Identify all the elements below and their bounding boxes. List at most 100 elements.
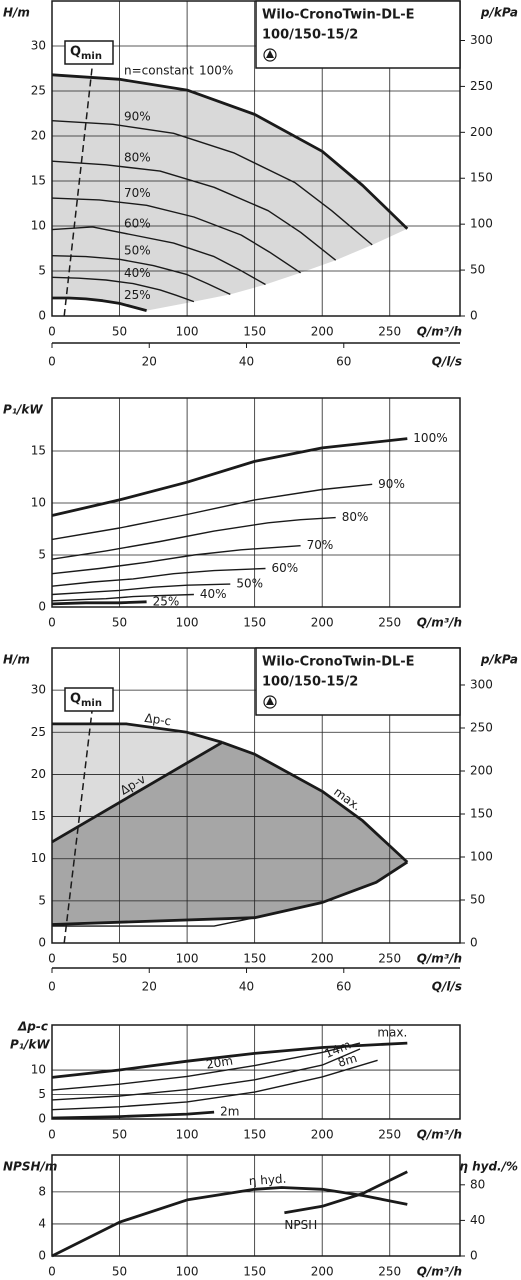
x-tick-label: 50 [112,952,127,966]
curve [51,226,266,286]
curve-label: NPSH [284,1218,317,1232]
plot-frame [51,1024,461,1120]
curve [52,296,147,312]
x-axis-label: Q/m³/h [417,1128,462,1142]
x-tick-label: 150 [243,1265,266,1279]
y-tick-label: 0 [38,309,46,323]
y-tick-label: 10 [31,496,46,510]
curve [51,567,266,587]
qmin-box [64,687,114,712]
curve [51,741,223,844]
curve-label: 40% [200,587,227,601]
curve-label: 100% [413,431,447,445]
plot-background [52,398,460,607]
qmin-label: Q [70,692,81,707]
x-tick-label: 100 [176,325,199,339]
curve-label: 80% [342,510,369,524]
y-tick-label: 8 [38,1184,46,1198]
curve-label: 70% [124,186,151,200]
y2-tick-label: 50 [470,892,485,906]
x-tick-label: 150 [243,325,266,339]
curve [221,741,409,864]
y-tick-label: 5 [38,548,46,562]
curve-label: 25% [124,288,151,302]
x-axis-label: Q/m³/h [417,1265,462,1279]
x-tick-label: 200 [311,616,334,630]
x-tick-label: 0 [48,325,56,339]
title-box [255,647,461,716]
dp-c-range [52,723,223,842]
x2-tick-label: 60 [336,355,351,369]
curve [51,73,409,230]
x-tick-label: 50 [112,1128,127,1142]
x-tick-label: 100 [176,1128,199,1142]
y-tick-label: 0 [38,600,46,614]
y2-tick-label: 250 [470,79,493,93]
curve-label: 20m [205,1054,234,1072]
curve [51,516,336,560]
x-tick-label: 0 [48,1265,56,1279]
curve [51,600,147,606]
curve [51,1042,361,1091]
x-tick-label: 50 [112,325,127,339]
qmin-line [63,63,94,317]
plot-background [52,1155,460,1256]
x-tick-label: 150 [243,952,266,966]
x-tick-label: 100 [176,616,199,630]
y-tick-label: 30 [31,39,46,53]
curve-label: 60% [271,561,298,575]
y-tick-label: 4 [38,1216,46,1230]
chart-subtitle: 100/150-15/2 [262,675,358,690]
y-tick-label: 0 [38,936,46,950]
curve [51,483,373,541]
curve [51,276,195,303]
y2-tick-label: 300 [470,33,493,47]
x-tick-label: 100 [176,952,199,966]
curve [284,1170,408,1215]
curve-label: 8m [336,1051,359,1070]
curve-label: 50% [124,244,151,258]
x2-tick-label: 0 [48,355,56,369]
y2-tick-label: 300 [470,677,493,691]
x2-tick-label: 40 [239,355,254,369]
y-axis-label: Δp-c [17,1020,48,1034]
y-tick-label: 20 [31,129,46,143]
y2-axis-label: p/kPa [480,6,518,20]
y-tick-label: 5 [38,1087,46,1101]
curve-label: 90% [378,477,405,491]
x-tick-label: 250 [378,616,401,630]
curve-label: η hyd. [248,1172,286,1188]
pump-icon-arrow [266,697,274,705]
y-tick-label: 0 [38,1112,46,1126]
x-tick-label: 250 [378,1265,401,1279]
y2-axis-label: η hyd./% [459,1160,518,1174]
y2-tick-label: 100 [470,217,493,231]
x-axis-label: Q/m³/h [417,616,462,630]
title-box [255,0,461,69]
x-axis-label: Q/m³/h [417,952,462,966]
x-tick-label: 200 [311,1265,334,1279]
curve-label: 80% [124,150,151,164]
curve [51,545,301,575]
plot-frame [51,397,461,608]
qmin-sub: min [81,51,102,62]
y-tick-label: 20 [31,767,46,781]
x-tick-label: 200 [311,325,334,339]
y2-axis-label: p/kPa [480,653,518,667]
x2-tick-label: 20 [142,980,157,994]
y-tick-label: 0 [38,1249,46,1263]
curve-label: 90% [124,109,151,123]
curve [52,722,223,744]
y-tick-label: 5 [38,893,46,907]
y-tick-label: 10 [31,1063,46,1077]
y2-tick-label: 40 [470,1213,485,1227]
curve [51,160,337,261]
curve [51,120,373,246]
curve-label: max. [377,1026,407,1040]
curve [51,437,408,517]
y-tick-label: 10 [31,219,46,233]
chart-subtitle: 100/150-15/2 [262,28,358,43]
qmin-line [63,706,94,944]
y-tick-label: 5 [38,264,46,278]
curve-label: 25% [153,594,180,608]
